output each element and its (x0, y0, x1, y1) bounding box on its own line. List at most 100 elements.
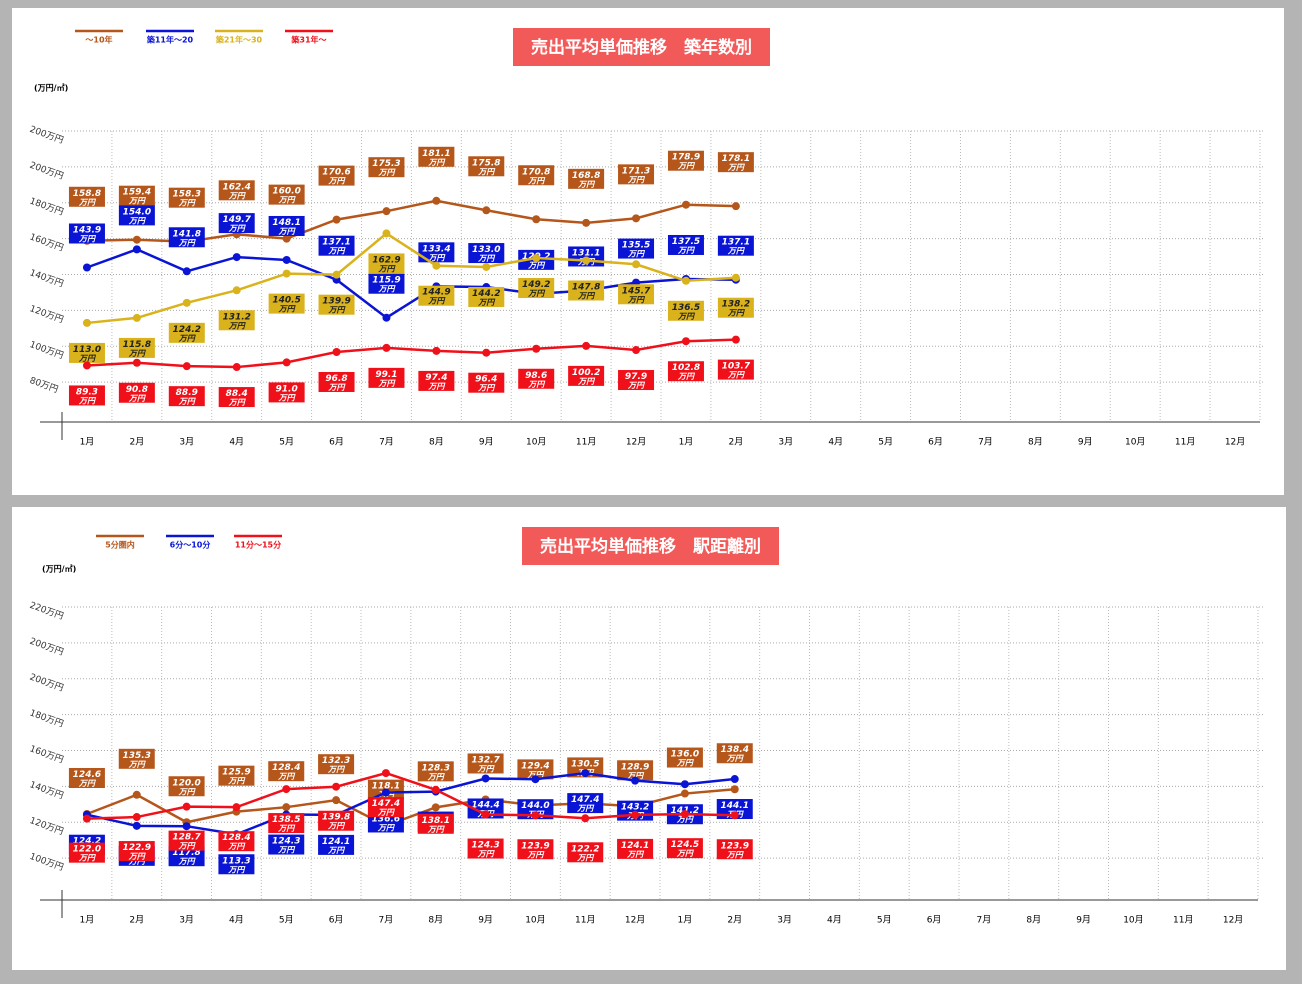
chart-title: 売出平均単価推移 駅距離別 (540, 536, 761, 557)
data-label: 88.9 万円 (176, 388, 198, 406)
data-label-box (68, 223, 105, 244)
data-point (332, 782, 341, 791)
data-label-box (418, 370, 455, 391)
data-label-box (268, 761, 305, 782)
data-point (381, 788, 390, 797)
data-point (182, 267, 191, 276)
data-label: 170.6 万円 (322, 167, 350, 185)
data-label-box (468, 286, 505, 307)
data-label: 125.9 万円 (222, 767, 250, 785)
data-label: 128.3 万円 (422, 763, 450, 781)
x-tick-label: 7月 (379, 915, 394, 926)
data-label-box (168, 846, 205, 867)
data-point (132, 358, 141, 367)
legend-label: 11分～15分 (235, 540, 281, 550)
data-label: 124.6 万円 (73, 769, 101, 787)
data-point (332, 215, 341, 224)
data-label: 128.4 万円 (272, 763, 300, 781)
data-point (532, 253, 541, 262)
data-point (431, 803, 440, 812)
data-point (631, 776, 640, 785)
legend-label: 5分圏内 (105, 540, 135, 550)
panel (12, 507, 1286, 970)
data-label-box (168, 386, 205, 407)
data-label: 147.4 万円 (372, 799, 400, 817)
x-tick-label: 3月 (179, 437, 194, 448)
data-point (282, 803, 291, 812)
title-box (522, 527, 779, 565)
x-tick-label: 12月 (1223, 915, 1243, 926)
data-label-box (268, 834, 305, 855)
data-label-box (617, 760, 654, 781)
data-point (730, 775, 739, 784)
data-label: 132.7 万円 (471, 755, 500, 773)
x-tick-label: 5月 (878, 437, 893, 448)
data-label: 124.1 万円 (322, 836, 350, 854)
data-label: 115.8 万円 (123, 339, 151, 357)
data-label-box (716, 743, 753, 764)
data-label-box (118, 748, 155, 769)
x-tick-label: 12月 (1225, 437, 1245, 448)
data-label: 128.9 万円 (621, 762, 649, 780)
data-label-box (567, 842, 604, 863)
data-label-box (567, 757, 604, 778)
data-label: 131.2 万円 (222, 312, 250, 330)
data-point (482, 348, 491, 357)
data-label-box (666, 838, 703, 859)
data-label-box (467, 753, 504, 774)
data-label: 136.6 万円 (372, 814, 400, 832)
x-tick-label: 10月 (526, 437, 546, 448)
data-label-box (618, 284, 655, 305)
data-label-box (268, 382, 305, 403)
data-label-box (518, 165, 555, 186)
data-label: 102.8 万円 (672, 363, 700, 381)
data-label-box (218, 765, 255, 786)
data-label-box (467, 838, 504, 859)
series-line (86, 771, 735, 836)
data-label: 98.6 万円 (525, 370, 547, 388)
data-label-box (118, 337, 155, 358)
data-label: 124.3 万円 (272, 836, 300, 854)
data-point (681, 337, 690, 346)
data-label: 135.3 万円 (123, 750, 151, 768)
x-tick-label: 9月 (1078, 437, 1093, 448)
data-label: 128.4 万円 (222, 833, 250, 851)
x-tick-label: 9月 (478, 915, 493, 926)
data-label: 122.0 万円 (73, 844, 101, 862)
data-point (132, 313, 141, 322)
data-label-box (617, 838, 654, 859)
data-point (132, 790, 141, 799)
data-label-box (268, 215, 305, 236)
x-tick-label: 11月 (1175, 437, 1195, 448)
data-label-box (268, 184, 305, 205)
x-tick-label: 10月 (525, 915, 545, 926)
data-label-box (168, 776, 205, 797)
data-point (182, 822, 191, 831)
data-label-box (568, 280, 605, 301)
data-label-box (318, 235, 355, 256)
data-label-box (717, 235, 754, 256)
data-label: 132.3 万円 (322, 756, 350, 774)
data-label-box (517, 759, 554, 780)
x-tick-label: 12月 (625, 915, 645, 926)
data-label-box (318, 165, 355, 186)
x-tick-label: 2月 (129, 915, 144, 926)
data-point (681, 276, 690, 285)
data-point (332, 796, 341, 805)
x-tick-label: 2月 (727, 915, 742, 926)
data-point (532, 215, 541, 224)
data-label-box (218, 387, 255, 408)
x-tick-label: 7月 (978, 437, 993, 448)
data-point (381, 769, 390, 778)
data-label: 145.7 万円 (622, 286, 651, 304)
data-label: 122.2 万円 (571, 844, 599, 862)
title-box (513, 28, 770, 66)
data-label-box (418, 146, 455, 167)
data-point (232, 253, 241, 262)
data-label-box (667, 361, 704, 382)
data-label: 97.9 万円 (625, 372, 647, 390)
x-tick-label: 6月 (329, 437, 344, 448)
data-point (680, 789, 689, 798)
